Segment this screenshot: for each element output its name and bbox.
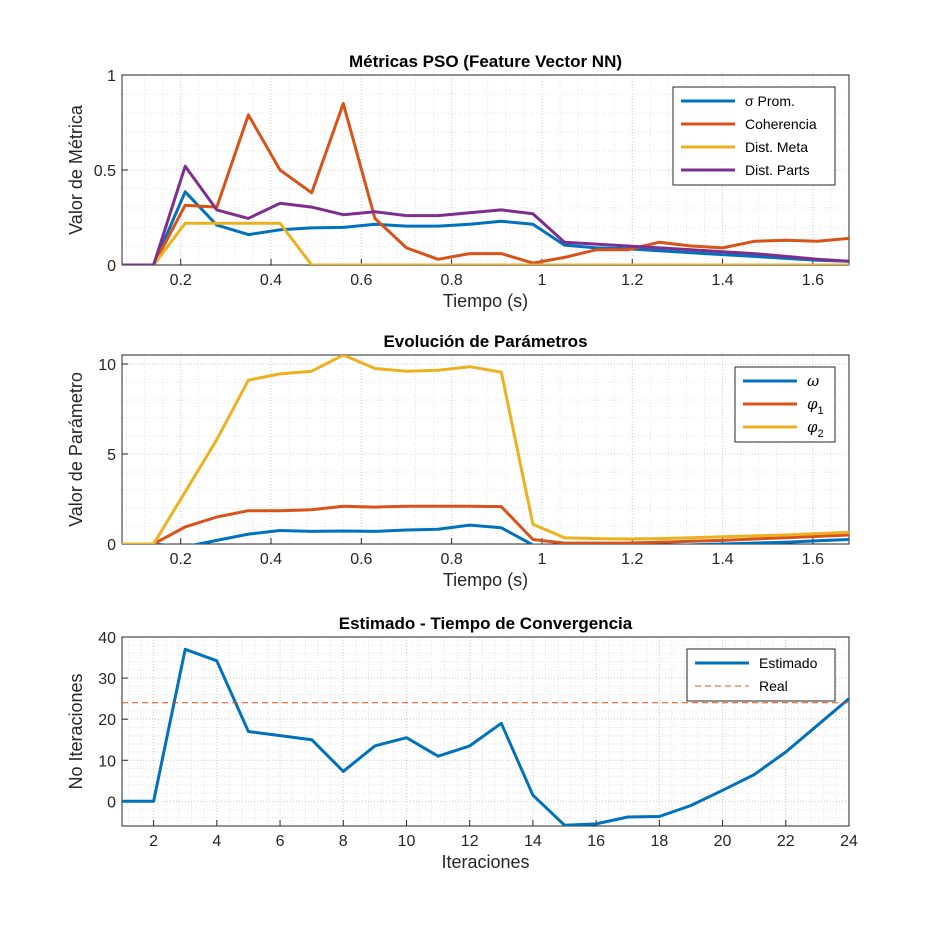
x-tick-label: 1 xyxy=(537,272,546,289)
x-tick-label: 1.6 xyxy=(802,551,824,568)
y-tick-label: 1 xyxy=(107,68,116,85)
legend-entry: φ2 xyxy=(807,418,824,440)
series-line xyxy=(122,523,849,544)
x-tick-label: 10 xyxy=(398,833,416,850)
x-tick-label: 14 xyxy=(524,833,542,850)
x-tick-label: 1.4 xyxy=(711,551,733,568)
x-tick-label: 1.4 xyxy=(711,272,733,289)
x-tick-label: 0.4 xyxy=(260,272,282,289)
series-line xyxy=(122,102,849,265)
y-tick-label: 10 xyxy=(98,753,116,770)
y-tick-label: 40 xyxy=(98,630,116,647)
y-tick-label: 0.5 xyxy=(94,163,116,180)
legend-entry: σ Prom. xyxy=(745,93,795,109)
series-line xyxy=(122,164,849,265)
legend-box xyxy=(686,648,836,702)
y-tick-label: 0 xyxy=(107,794,116,811)
x-tick-label: 0.6 xyxy=(350,272,372,289)
y-tick-label: 30 xyxy=(98,671,116,688)
legend-entry: ω xyxy=(807,372,819,390)
legend-entry: Coherencia xyxy=(745,116,817,132)
x-tick-label: 8 xyxy=(339,833,348,850)
axes-box xyxy=(121,636,850,827)
x-tick-label: 22 xyxy=(777,833,795,850)
x-axis-label: Tiempo (s) xyxy=(443,291,528,311)
legend-symbol: φ xyxy=(807,418,818,436)
x-tick-label: 2 xyxy=(149,833,158,850)
x-axis-label: Iteraciones xyxy=(441,852,529,872)
x-tick-label: 0.2 xyxy=(170,551,192,568)
x-tick-label: 1.2 xyxy=(621,551,643,568)
x-tick-label: 0.8 xyxy=(441,272,463,289)
legend-subscript: 2 xyxy=(818,428,824,440)
y-axis-label: Valor de Parámetro xyxy=(66,372,86,527)
plot-area xyxy=(122,355,849,544)
chart-title: Métricas PSO (Feature Vector NN) xyxy=(349,52,622,71)
x-tick-label: 20 xyxy=(714,833,732,850)
series-line xyxy=(122,355,849,544)
legend-symbol: ω xyxy=(807,372,819,390)
y-tick-label: 10 xyxy=(98,357,116,374)
y-tick-label: 0 xyxy=(107,258,116,275)
legend-entry: Dist. Parts xyxy=(745,162,810,178)
legend: σ Prom. Coherencia Dist. Meta Dist. Parts xyxy=(672,86,836,186)
x-tick-label: 6 xyxy=(276,833,285,850)
x-tick-label: 12 xyxy=(461,833,479,850)
chart-title: Estimado - Tiempo de Convergencia xyxy=(339,614,633,633)
x-tick-label: 1.6 xyxy=(802,272,824,289)
x-tick-label: 24 xyxy=(840,833,858,850)
y-axis-label: No Iteraciones xyxy=(66,673,86,789)
series-line xyxy=(122,190,849,265)
legend-subscript: 1 xyxy=(818,405,824,417)
x-tick-label: 0.8 xyxy=(441,551,463,568)
x-tick-label: 16 xyxy=(587,833,605,850)
evolucion-parametros-panel: 0.2 0.4 0.6 0.8 1 1.2 1.4 1.6 0 5 10 Evolución de P… xyxy=(66,332,850,590)
legend-entry: φ1 xyxy=(807,395,824,417)
x-tick-label: 18 xyxy=(650,833,668,850)
legend-entry: Real xyxy=(759,678,788,694)
x-tick-label: 4 xyxy=(212,833,221,850)
legend-symbol: φ xyxy=(807,395,818,413)
series-line xyxy=(122,504,849,544)
x-tick-label: 0.4 xyxy=(260,551,282,568)
series-line xyxy=(122,221,849,265)
y-axis-label: Valor de Métrica xyxy=(66,104,86,235)
y-tick-label: 20 xyxy=(98,712,116,729)
legend-entry: Estimado xyxy=(759,655,818,671)
y-tick-label: 5 xyxy=(107,447,116,464)
x-tick-label: 1.2 xyxy=(621,272,643,289)
plot-area xyxy=(122,647,849,826)
legend-entry: Dist. Meta xyxy=(745,139,808,155)
x-tick-label: 0.2 xyxy=(170,272,192,289)
chart-title: Evolución de Parámetros xyxy=(383,332,587,351)
x-tick-label: 1 xyxy=(537,551,546,568)
plot-area xyxy=(122,102,849,265)
axes-box xyxy=(121,354,850,545)
series-line xyxy=(122,647,849,826)
y-tick-label: 0 xyxy=(107,537,116,554)
x-axis-label: Tiempo (s) xyxy=(443,570,528,590)
x-tick-label: 0.6 xyxy=(350,551,372,568)
legend: Estimado Real xyxy=(686,648,836,702)
metricas-pso-panel: 0.2 0.4 0.6 0.8 1 1.2 1.4 1.6 0 0.5 1 Métricas PSO … xyxy=(66,52,850,311)
